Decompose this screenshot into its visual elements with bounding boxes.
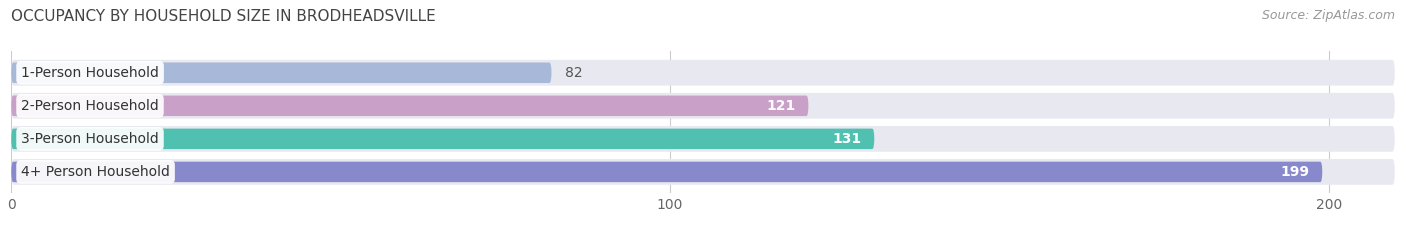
Text: 199: 199 — [1279, 165, 1309, 179]
FancyBboxPatch shape — [11, 60, 1395, 86]
Text: 121: 121 — [766, 99, 796, 113]
Text: OCCUPANCY BY HOUSEHOLD SIZE IN BRODHEADSVILLE: OCCUPANCY BY HOUSEHOLD SIZE IN BRODHEADS… — [11, 9, 436, 24]
FancyBboxPatch shape — [11, 62, 551, 83]
Text: 2-Person Household: 2-Person Household — [21, 99, 159, 113]
Text: 4+ Person Household: 4+ Person Household — [21, 165, 170, 179]
FancyBboxPatch shape — [11, 159, 1395, 185]
FancyBboxPatch shape — [11, 96, 808, 116]
Text: 3-Person Household: 3-Person Household — [21, 132, 159, 146]
FancyBboxPatch shape — [11, 162, 1322, 182]
Text: 82: 82 — [565, 66, 582, 80]
FancyBboxPatch shape — [11, 129, 875, 149]
FancyBboxPatch shape — [11, 126, 1395, 152]
Text: 1-Person Household: 1-Person Household — [21, 66, 159, 80]
Text: Source: ZipAtlas.com: Source: ZipAtlas.com — [1261, 9, 1395, 22]
FancyBboxPatch shape — [11, 93, 1395, 119]
Text: 131: 131 — [832, 132, 860, 146]
